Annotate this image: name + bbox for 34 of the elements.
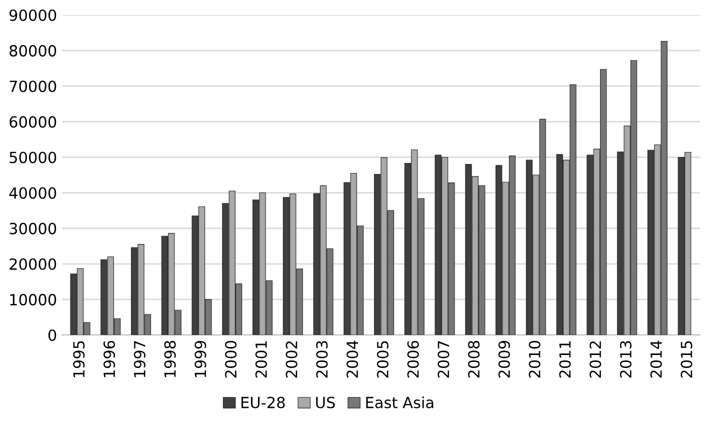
- x-tick-label: 2009: [498, 340, 510, 378]
- legend-label: East Asia: [366, 396, 434, 408]
- x-tick-label: 2014: [650, 340, 662, 378]
- x-tick-label: 2004: [346, 340, 358, 378]
- y-tick-label: 10000: [10, 294, 56, 306]
- x-tick-label: 2008: [468, 340, 480, 378]
- x-tick-label: 2010: [528, 340, 540, 378]
- y-tick-label: 50000: [10, 152, 56, 164]
- legend-label: US: [316, 396, 335, 408]
- y-tick-label: 0: [48, 329, 56, 342]
- y-tick-label: 90000: [10, 9, 56, 22]
- y-tick-label: 80000: [10, 45, 56, 57]
- x-tick-label: 2002: [286, 341, 298, 378]
- y-tick-label: 60000: [10, 116, 56, 128]
- x-tick-label: 2012: [590, 341, 602, 378]
- x-tick-label: 2011: [559, 341, 571, 378]
- x-tick-label: 2001: [255, 341, 267, 378]
- x-tick-label: 1999: [194, 340, 206, 378]
- x-tick-label: 2013: [620, 341, 632, 378]
- x-tick-label: 1996: [103, 340, 116, 378]
- y-tick-label: 30000: [10, 222, 56, 234]
- x-tick-label: 1995: [73, 341, 85, 378]
- y-tick-label: 70000: [10, 80, 56, 92]
- y-tick-label: 40000: [9, 187, 56, 199]
- x-tick-label: 2005: [376, 341, 388, 378]
- x-tick-label: 2003: [316, 341, 328, 378]
- y-tick-label: 20000: [10, 258, 56, 270]
- x-tick-label: 1998: [164, 340, 176, 378]
- x-tick-label: 1997: [134, 341, 146, 378]
- x-tick-label: 2000: [225, 340, 237, 378]
- legend-label: EU-28: [242, 396, 285, 408]
- x-tick-label: 2015: [680, 341, 692, 378]
- x-tick-label: 2006: [407, 340, 419, 378]
- x-tick-label: 2007: [438, 341, 450, 378]
